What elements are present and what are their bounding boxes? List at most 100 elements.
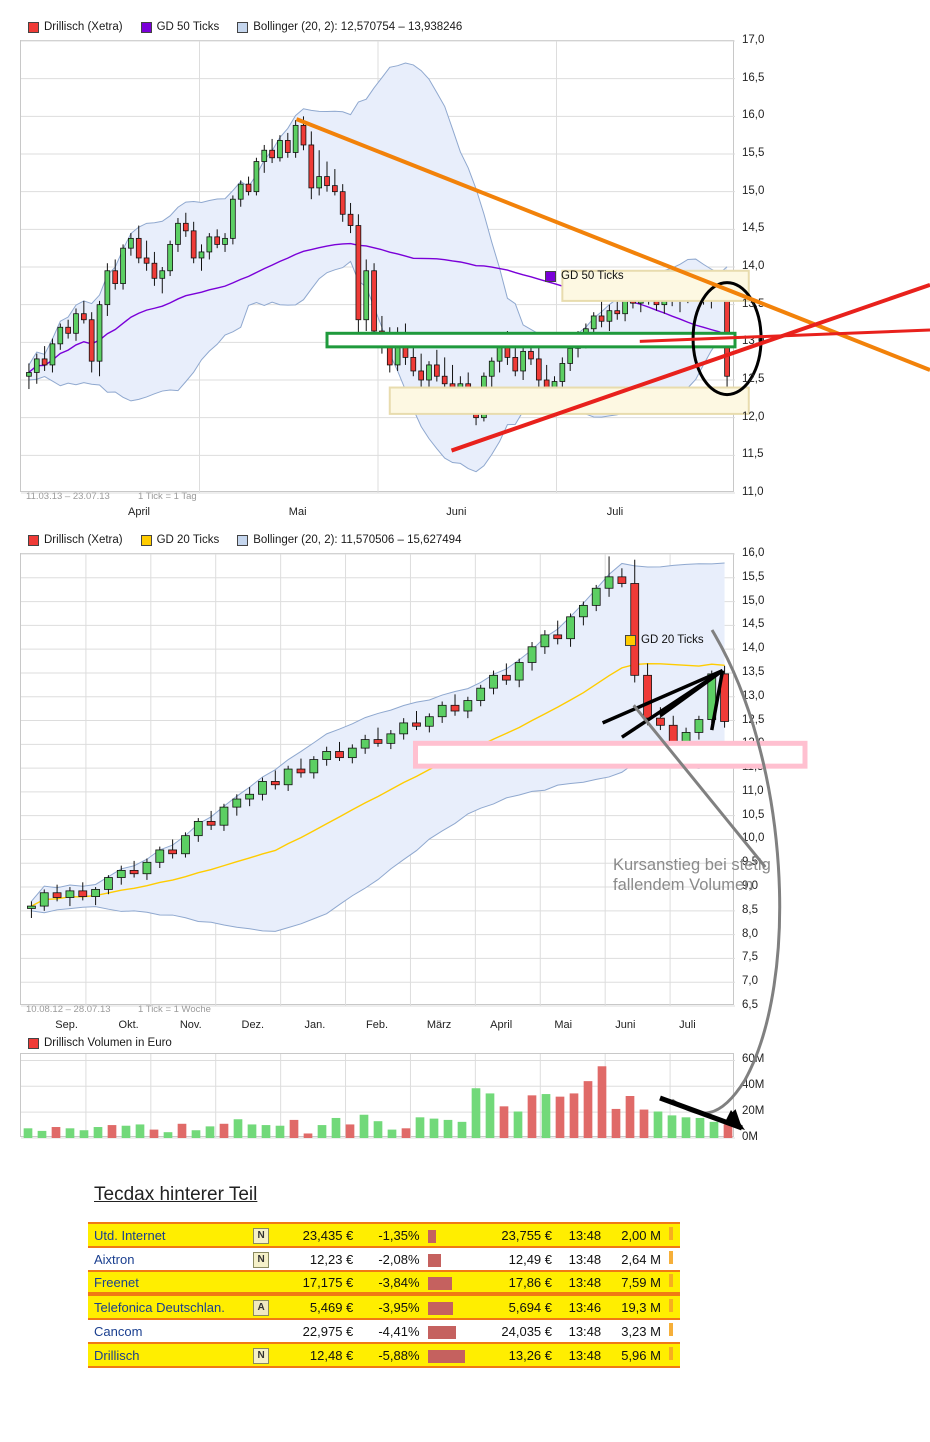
weekly-tick-label: 1 Tick = 1 Woche — [138, 1004, 211, 1015]
trailing-marker-icon — [668, 1251, 673, 1264]
cell-instrument-name[interactable]: Utd. Internet — [88, 1222, 249, 1248]
daily-chart-legend: Drillisch (Xetra) GD 50 Ticks Bollinger … — [28, 21, 480, 33]
y-tick-label: 20M — [742, 1105, 765, 1118]
trailing-marker-icon — [668, 1274, 673, 1287]
table-row[interactable]: Cancom 22,975 € -4,41% 24,035 €13:48 3,23 M — [88, 1320, 680, 1342]
weekly-chart-legend: Drillisch (Xetra) GD 20 Ticks Bollinger … — [28, 534, 479, 546]
y-tick-label: 16,0 — [742, 109, 765, 122]
y-tick-label: 14,0 — [742, 642, 765, 655]
table-row[interactable]: Freenet 17,175 € -3,84% 17,86 €13:48 7,59 M — [88, 1270, 680, 1294]
quote-table[interactable]: Utd. Internet N 23,435 € -1,35% 23,755 €13:4… — [88, 1222, 680, 1368]
change-bar-indicator — [427, 1301, 453, 1315]
volume-chart-plot[interactable] — [20, 1053, 735, 1139]
cell-market-badge: N — [248, 1342, 274, 1368]
x-tick-label: April — [490, 1019, 513, 1031]
y-tick-label: 11,0 — [742, 486, 764, 498]
market-badge-icon: N — [253, 1252, 270, 1268]
change-bar-indicator — [427, 1276, 452, 1290]
cell-instrument-name[interactable]: Telefonica Deutschlan. — [88, 1294, 249, 1320]
change-bar-indicator — [427, 1349, 465, 1363]
cell-market-badge: N — [248, 1248, 274, 1270]
weekly-chart-plot[interactable] — [20, 553, 735, 1007]
cell-change-bar — [423, 1248, 477, 1270]
cell-price: 17,175 € — [273, 1270, 358, 1294]
y-tick-label: 7,5 — [742, 951, 758, 964]
volume-chart-svg — [21, 1054, 735, 1139]
cell-trailing-marker — [664, 1270, 680, 1294]
table-row[interactable]: Telefonica Deutschlan. A 5,469 € -3,95% 5,69… — [88, 1294, 680, 1320]
x-tick-label: Jan. — [304, 1019, 326, 1031]
cell-price: 5,469 € — [273, 1294, 358, 1320]
y-tick-label: 12,0 — [742, 410, 765, 423]
cell-trailing-marker — [664, 1222, 680, 1248]
cell-trailing-marker — [664, 1294, 680, 1320]
cell-price: 12,48 € — [273, 1342, 358, 1368]
y-tick-label: 13,5 — [742, 297, 765, 310]
y-tick-label: 11,5 — [742, 448, 764, 461]
change-bar-indicator — [427, 1229, 436, 1243]
x-tick-label: Juli — [679, 1019, 696, 1031]
y-tick-label: 15,0 — [742, 184, 765, 197]
cell-change-percent: -2,08% — [357, 1248, 424, 1270]
cell-price: 12,23 € — [273, 1248, 358, 1270]
cell-instrument-name[interactable]: Cancom — [88, 1320, 249, 1342]
cell-change-percent: -4,41% — [357, 1320, 424, 1342]
y-tick-label: 12,0 — [742, 737, 765, 750]
cell-change-bar — [423, 1270, 477, 1294]
inline-swatch-gd50-icon — [545, 270, 556, 282]
y-tick-label: 12,5 — [742, 373, 765, 385]
cell-volume: 7,59 M — [605, 1270, 665, 1294]
legend-swatch-bollinger-icon — [237, 21, 249, 33]
cell-instrument-name[interactable]: Drillisch — [88, 1342, 249, 1368]
cell-previous-close: 17,86 € — [476, 1270, 556, 1294]
table-title: Tecdax hinterer Teil — [94, 1184, 258, 1205]
cell-change-bar — [423, 1342, 477, 1368]
cell-instrument-name[interactable]: Freenet — [88, 1270, 249, 1294]
table-row[interactable]: Drillisch N 12,48 € -5,88% 13,26 €13:48 5,96 … — [88, 1342, 680, 1368]
daily-chart-plot[interactable] — [20, 40, 763, 494]
x-tick-label: Feb. — [365, 1019, 389, 1031]
cell-change-percent: -1,35% — [357, 1222, 424, 1248]
inline-label-gd50-text: GD 50 Ticks — [561, 270, 624, 282]
y-tick-label: 11,5 — [742, 761, 764, 774]
y-tick-label: 15,5 — [742, 570, 765, 583]
cell-volume: 2,64 M — [605, 1248, 665, 1270]
table-row[interactable]: Utd. Internet N 23,435 € -1,35% 23,755 €13:4… — [88, 1222, 680, 1248]
y-tick-label: 13,0 — [742, 689, 765, 702]
y-tick-label: 15,0 — [742, 594, 765, 607]
legend-swatch-bollinger-weekly-icon — [237, 534, 249, 546]
legend-label-instrument-weekly: Drillisch (Xetra) — [44, 534, 123, 546]
trailing-marker-icon — [668, 1227, 673, 1240]
cell-time: 13:48 — [556, 1248, 606, 1270]
legend-entry-gd50: GD 50 Ticks — [140, 21, 220, 33]
legend-label-gd50: GD 50 Ticks — [156, 21, 220, 33]
cell-volume: 19,3 M — [605, 1294, 665, 1320]
annotation-line-2: fallendem Volumen — [613, 876, 754, 894]
cell-market-badge — [248, 1270, 274, 1294]
x-tick-label: März — [426, 1019, 452, 1031]
trailing-marker-icon — [668, 1299, 673, 1312]
cell-previous-close: 13,26 € — [476, 1342, 556, 1368]
trailing-marker-icon — [668, 1347, 673, 1360]
x-tick-label: Nov. — [179, 1019, 202, 1031]
table-row[interactable]: Aixtron N 12,23 € -2,08% 12,49 €13:48 2,64 M — [88, 1248, 680, 1270]
y-tick-label: 10,0 — [742, 832, 765, 845]
daily-range-label: 11.03.13 – 23.07.13 — [26, 491, 110, 502]
cell-time: 13:48 — [556, 1320, 606, 1342]
annotation-line-1: Kursanstieg bei stetig — [613, 856, 771, 874]
y-tick-label: 7,0 — [742, 975, 758, 988]
legend-entry-bollinger: Bollinger (20, 2): 12,570754 – 13,938246 — [237, 21, 462, 33]
daily-inline-gd50-label: GD 50 Ticks — [545, 270, 624, 282]
x-tick-label: Dez. — [241, 1019, 265, 1031]
cell-market-badge: N — [248, 1222, 274, 1248]
cell-time: 13:48 — [556, 1222, 606, 1248]
cell-previous-close: 5,694 € — [476, 1294, 556, 1320]
market-badge-icon: N — [253, 1348, 270, 1364]
change-bar-indicator — [427, 1253, 441, 1267]
y-tick-label: 17,0 — [742, 34, 765, 46]
y-tick-label: 15,5 — [742, 147, 765, 159]
x-tick-label: Mai — [554, 1019, 573, 1031]
cell-instrument-name[interactable]: Aixtron — [88, 1248, 249, 1270]
weekly-inline-gd20-label: GD 20 Ticks — [625, 634, 704, 646]
legend-swatch-gd50-icon — [140, 21, 152, 33]
